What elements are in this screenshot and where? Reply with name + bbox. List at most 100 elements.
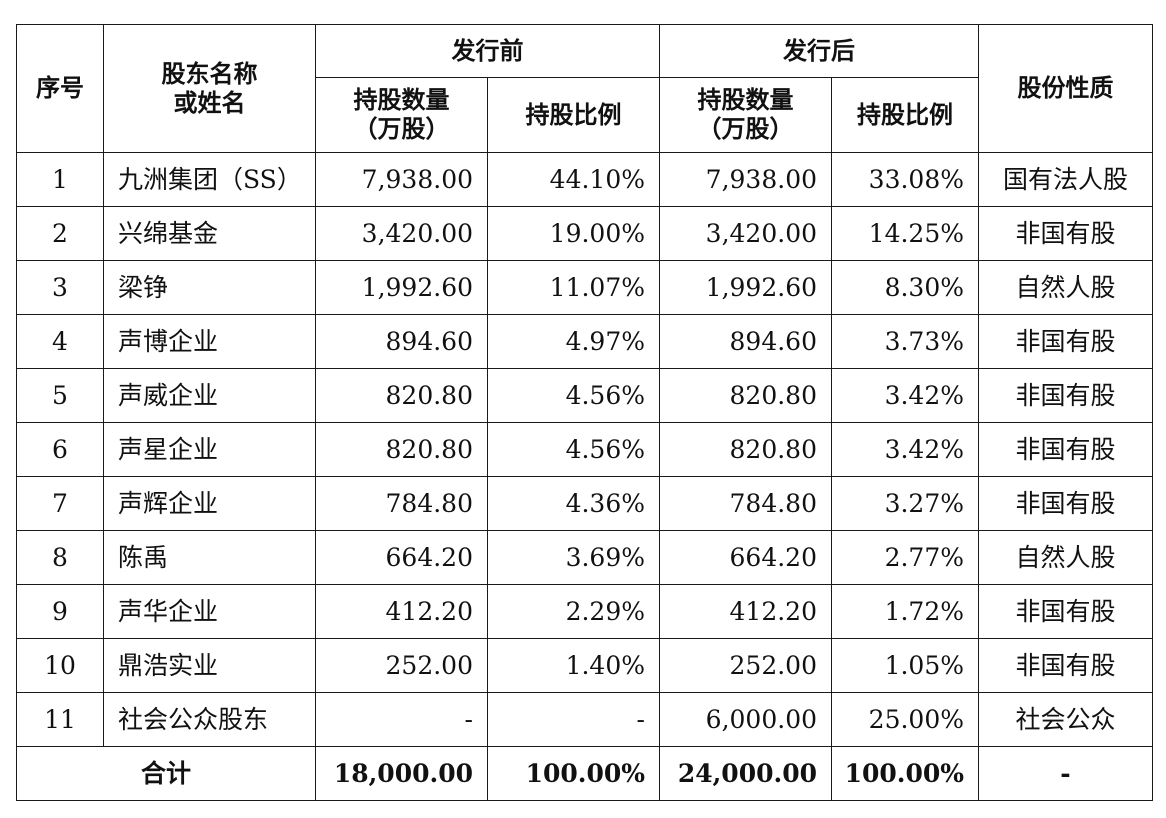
table-row: 1 九洲集团（SS） 7,938.00 44.10% 7,938.00 33.0… [16, 152, 1153, 207]
header-before-qty: 持股数量 （万股） [315, 77, 488, 153]
row-share-nature: 非国有股 [978, 422, 1153, 477]
row-after-qty: 3,420.00 [659, 206, 832, 261]
row-after-qty: 820.80 [659, 368, 832, 423]
row-index: 1 [16, 152, 104, 207]
row-shareholder-name: 声博企业 [103, 314, 316, 369]
header-before-ratio: 持股比例 [487, 77, 660, 153]
header-qty-line2: （万股） [697, 115, 794, 143]
row-before-qty: 820.80 [315, 422, 488, 477]
row-shareholder-name: 声华企业 [103, 584, 316, 639]
shareholding-table: 序号 股东名称 或姓名 发行前 发行后 股份性质 持股数量 （万股） 持股比例 … [16, 24, 1153, 801]
row-share-nature: 自然人股 [978, 530, 1153, 585]
row-after-ratio: 3.27% [831, 476, 979, 531]
row-before-qty: - [315, 692, 488, 747]
header-name-line2: 或姓名 [173, 88, 246, 117]
row-index: 11 [16, 692, 104, 747]
row-after-qty: 252.00 [659, 638, 832, 693]
table-row: 4 声博企业 894.60 4.97% 894.60 3.73% 非国有股 [16, 314, 1153, 369]
table-row: 7 声辉企业 784.80 4.36% 784.80 3.27% 非国有股 [16, 476, 1153, 531]
table-body: 1 九洲集团（SS） 7,938.00 44.10% 7,938.00 33.0… [16, 152, 1153, 801]
table-row: 5 声威企业 820.80 4.56% 820.80 3.42% 非国有股 [16, 368, 1153, 423]
row-before-qty: 412.20 [315, 584, 488, 639]
row-after-ratio: 3.42% [831, 368, 979, 423]
row-after-qty: 820.80 [659, 422, 832, 477]
row-after-qty: 1,992.60 [659, 260, 832, 315]
row-after-ratio: 3.73% [831, 314, 979, 369]
row-after-qty: 7,938.00 [659, 152, 832, 207]
row-shareholder-name: 社会公众股东 [103, 692, 316, 747]
row-share-nature: 非国有股 [978, 368, 1153, 423]
table-header: 序号 股东名称 或姓名 发行前 发行后 股份性质 持股数量 （万股） 持股比例 … [16, 24, 1153, 153]
row-shareholder-name: 陈禹 [103, 530, 316, 585]
row-before-ratio: 1.40% [487, 638, 660, 693]
row-before-qty: 7,938.00 [315, 152, 488, 207]
header-after-qty: 持股数量 （万股） [659, 77, 832, 153]
total-share-nature: - [978, 746, 1153, 801]
header-qty-line1: 持股数量 [353, 86, 450, 115]
row-after-ratio: 25.00% [831, 692, 979, 747]
row-index: 2 [16, 206, 104, 261]
row-after-qty: 6,000.00 [659, 692, 832, 747]
row-index: 4 [16, 314, 104, 369]
row-before-ratio: 2.29% [487, 584, 660, 639]
row-share-nature: 国有法人股 [978, 152, 1153, 207]
row-after-ratio: 14.25% [831, 206, 979, 261]
row-after-qty: 664.20 [659, 530, 832, 585]
row-index: 8 [16, 530, 104, 585]
row-after-ratio: 1.72% [831, 584, 979, 639]
row-before-qty: 252.00 [315, 638, 488, 693]
row-index: 10 [16, 638, 104, 693]
table-row: 9 声华企业 412.20 2.29% 412.20 1.72% 非国有股 [16, 584, 1153, 639]
row-share-nature: 非国有股 [978, 206, 1153, 261]
header-name-line1: 股东名称 [161, 59, 258, 88]
row-before-ratio: 4.97% [487, 314, 660, 369]
row-before-ratio: 19.00% [487, 206, 660, 261]
row-share-nature: 社会公众 [978, 692, 1153, 747]
row-before-ratio: 4.56% [487, 422, 660, 477]
row-after-ratio: 33.08% [831, 152, 979, 207]
row-share-nature: 非国有股 [978, 476, 1153, 531]
row-after-ratio: 1.05% [831, 638, 979, 693]
row-shareholder-name: 鼎浩实业 [103, 638, 316, 693]
table-row: 11 社会公众股东 - - 6,000.00 25.00% 社会公众 [16, 692, 1153, 747]
table-row: 10 鼎浩实业 252.00 1.40% 252.00 1.05% 非国有股 [16, 638, 1153, 693]
row-after-ratio: 2.77% [831, 530, 979, 585]
row-before-qty: 1,992.60 [315, 260, 488, 315]
table-row: 6 声星企业 820.80 4.56% 820.80 3.42% 非国有股 [16, 422, 1153, 477]
total-after-qty: 24,000.00 [659, 746, 832, 801]
row-before-qty: 894.60 [315, 314, 488, 369]
header-after-ratio: 持股比例 [831, 77, 979, 153]
row-index: 3 [16, 260, 104, 315]
total-before-qty: 18,000.00 [315, 746, 488, 801]
row-index: 6 [16, 422, 104, 477]
row-before-qty: 3,420.00 [315, 206, 488, 261]
row-before-ratio: 44.10% [487, 152, 660, 207]
header-shareholder-name: 股东名称 或姓名 [103, 24, 316, 153]
header-share-nature: 股份性质 [978, 24, 1153, 153]
total-row: 合计 18,000.00 100.00% 24,000.00 100.00% - [16, 746, 1153, 801]
row-after-qty: 412.20 [659, 584, 832, 639]
row-share-nature: 非国有股 [978, 584, 1153, 639]
total-after-ratio: 100.00% [831, 746, 979, 801]
table-row: 2 兴绵基金 3,420.00 19.00% 3,420.00 14.25% 非… [16, 206, 1153, 261]
row-shareholder-name: 声辉企业 [103, 476, 316, 531]
row-share-nature: 非国有股 [978, 638, 1153, 693]
header-before-issue: 发行前 [315, 24, 660, 78]
row-index: 9 [16, 584, 104, 639]
header-after-issue: 发行后 [659, 24, 979, 78]
row-after-ratio: 8.30% [831, 260, 979, 315]
row-after-qty: 784.80 [659, 476, 832, 531]
header-index: 序号 [16, 24, 104, 153]
row-before-ratio: - [487, 692, 660, 747]
table-row: 3 梁铮 1,992.60 11.07% 1,992.60 8.30% 自然人股 [16, 260, 1153, 315]
shareholding-table-container: 序号 股东名称 或姓名 发行前 发行后 股份性质 持股数量 （万股） 持股比例 … [16, 24, 1153, 801]
row-shareholder-name: 梁铮 [103, 260, 316, 315]
row-share-nature: 自然人股 [978, 260, 1153, 315]
row-before-ratio: 3.69% [487, 530, 660, 585]
table-row: 8 陈禹 664.20 3.69% 664.20 2.77% 自然人股 [16, 530, 1153, 585]
total-label: 合计 [16, 746, 316, 801]
total-before-ratio: 100.00% [487, 746, 660, 801]
row-after-ratio: 3.42% [831, 422, 979, 477]
row-before-qty: 664.20 [315, 530, 488, 585]
header-qty-line2: （万股） [353, 115, 450, 143]
